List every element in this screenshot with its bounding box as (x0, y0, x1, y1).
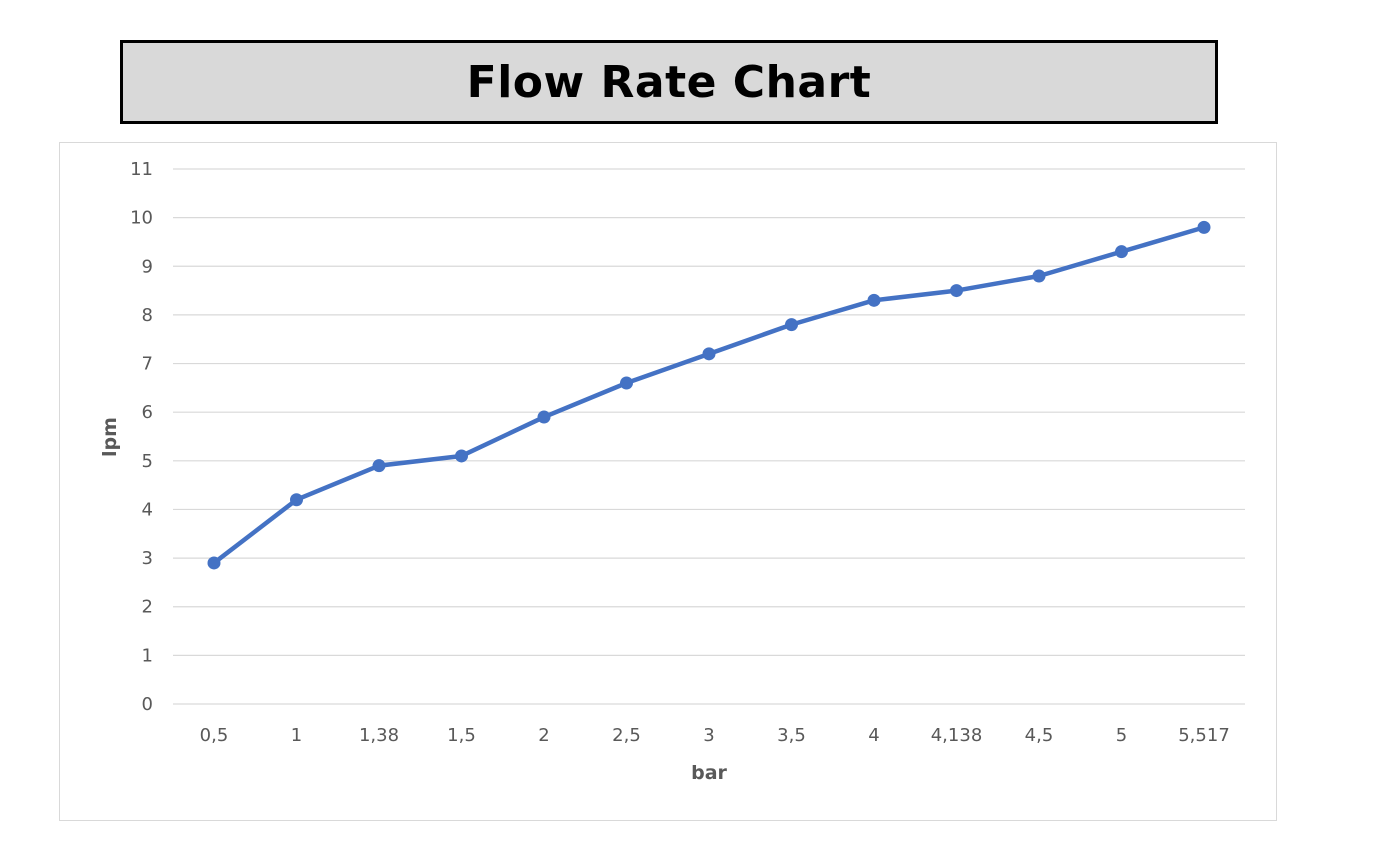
x-tick-label: 2 (538, 725, 549, 746)
y-axis-title: lpm (99, 417, 121, 457)
y-tick-label: 3 (142, 548, 153, 569)
chart-title-box: Flow Rate Chart (120, 40, 1218, 124)
series-layer (207, 220, 1211, 570)
gridlines (173, 168, 1245, 705)
x-axis-title: bar (691, 762, 727, 784)
y-tick-label: 8 (142, 305, 153, 326)
y-tick-label: 9 (142, 256, 153, 277)
x-tick-label: 4 (868, 725, 879, 746)
y-tick-label: 0 (142, 694, 153, 715)
x-tick-label: 5 (1116, 725, 1127, 746)
y-axis-ticks: 0 1 2 3 4 5 6 7 8 9 10 11 (130, 159, 153, 715)
data-point (207, 556, 221, 570)
data-point (1115, 245, 1128, 259)
x-tick-label: 1,5 (447, 725, 476, 746)
data-point (372, 459, 386, 473)
x-tick-label: 1 (291, 725, 302, 746)
data-point (620, 376, 633, 390)
y-tick-label: 1 (142, 645, 153, 666)
data-point (1197, 220, 1211, 234)
series-line (211, 225, 1207, 566)
data-point (950, 284, 963, 298)
x-tick-label: 0,5 (200, 725, 229, 746)
data-point (537, 410, 551, 424)
y-tick-label: 6 (142, 402, 153, 423)
chart-title: Flow Rate Chart (466, 56, 872, 108)
x-tick-label: 4,138 (931, 725, 983, 746)
y-tick-label: 10 (130, 208, 153, 229)
x-tick-label: 4,5 (1025, 725, 1054, 746)
data-point (785, 318, 798, 332)
data-point (867, 293, 881, 307)
x-tick-label: 3,5 (777, 725, 806, 746)
y-tick-label: 5 (142, 451, 153, 472)
x-tick-label: 5,517 (1178, 725, 1230, 746)
x-axis-ticks: 0,5 1 1,38 1,5 2 2,5 3 3,5 4 4,138 4,5 5 5,517 (200, 725, 1230, 746)
y-tick-label: 11 (130, 159, 153, 180)
x-tick-label: 2,5 (612, 725, 641, 746)
chart-area (59, 142, 1277, 821)
y-tick-label: 7 (142, 354, 153, 375)
y-tick-label: 2 (142, 597, 153, 618)
data-point (1032, 269, 1046, 283)
x-tick-label: 1,38 (359, 725, 399, 746)
y-tick-label: 4 (142, 499, 153, 520)
x-tick-label: 3 (703, 725, 714, 746)
data-point (455, 449, 468, 463)
data-point (290, 493, 303, 507)
data-point (702, 347, 716, 361)
